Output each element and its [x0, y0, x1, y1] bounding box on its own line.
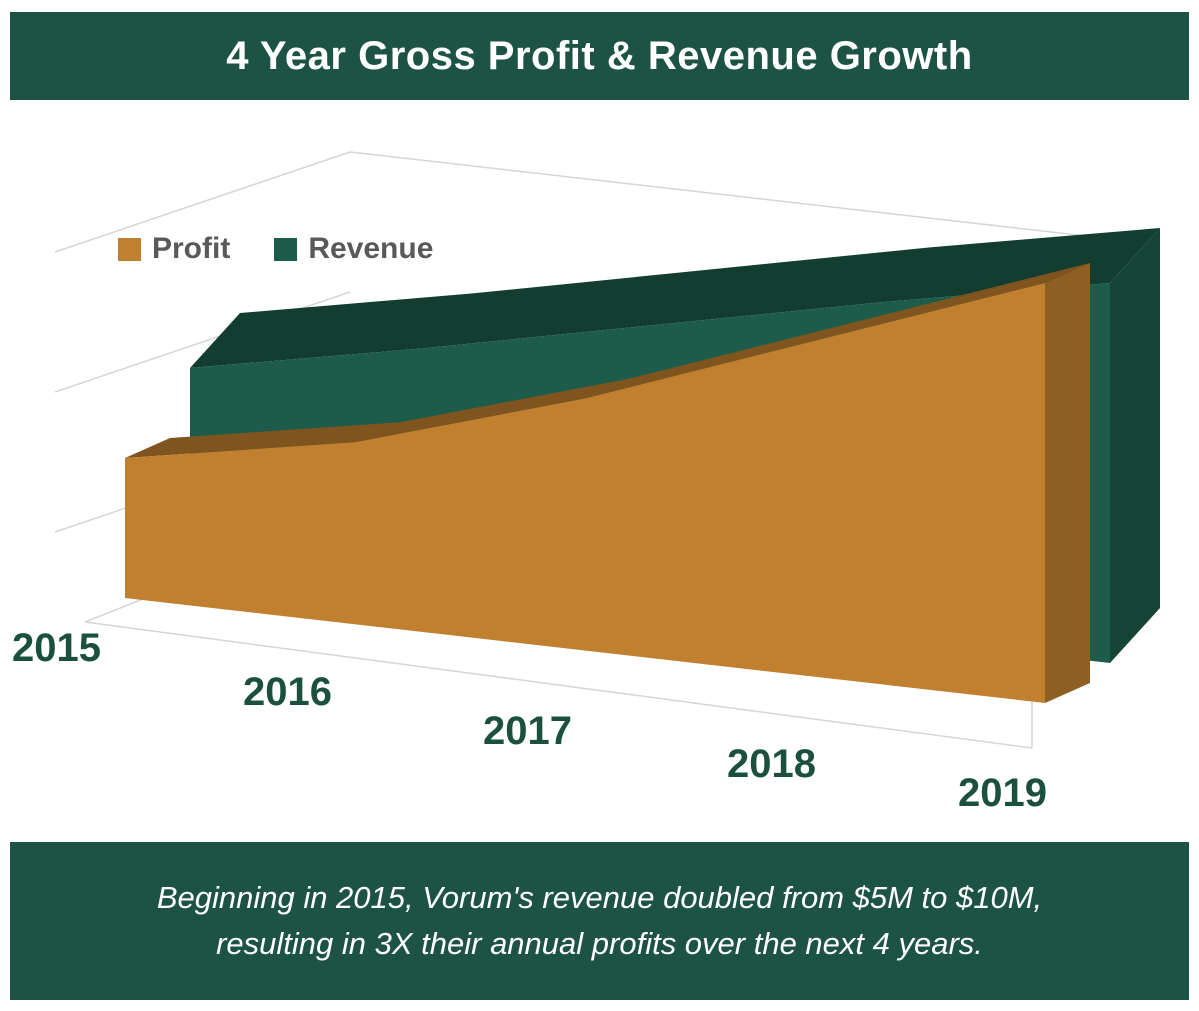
series-profit-end-face	[1045, 263, 1090, 703]
x-axis-label-2019: 2019	[958, 771, 1047, 815]
x-axis-label-2017: 2017	[483, 709, 572, 753]
chart-legend: Profit Revenue	[118, 232, 433, 266]
x-axis-label-2015: 2015	[12, 626, 101, 670]
chart-title: 4 Year Gross Profit & Revenue Growth	[226, 33, 973, 78]
gridline	[54, 151, 351, 253]
revenue-swatch-icon	[274, 237, 298, 261]
caption-line-1: Beginning in 2015, Vorum's revenue doubl…	[156, 880, 1043, 915]
legend-item-revenue: Revenue	[274, 232, 433, 266]
gridline	[84, 621, 1033, 749]
series-profit-front-face	[125, 283, 1045, 703]
series-revenue-top-face	[190, 228, 1160, 368]
legend-label-revenue: Revenue	[308, 232, 434, 265]
legend-item-profit: Profit	[118, 232, 230, 266]
series-profit-top-face	[125, 263, 1090, 458]
series-revenue-end-face	[1110, 228, 1160, 663]
gridline	[349, 151, 1149, 244]
chart-title-banner: 4 Year Gross Profit & Revenue Growth	[10, 12, 1189, 100]
x-axis-label-2016: 2016	[243, 670, 332, 714]
profit-swatch-icon	[118, 237, 141, 261]
legend-label-profit: Profit	[152, 232, 231, 265]
caption-line-2: resulting in 3X their annual profits ove…	[216, 926, 983, 961]
caption-banner: Beginning in 2015, Vorum's revenue doubl…	[10, 842, 1189, 1000]
x-axis-label-2018: 2018	[727, 742, 816, 786]
